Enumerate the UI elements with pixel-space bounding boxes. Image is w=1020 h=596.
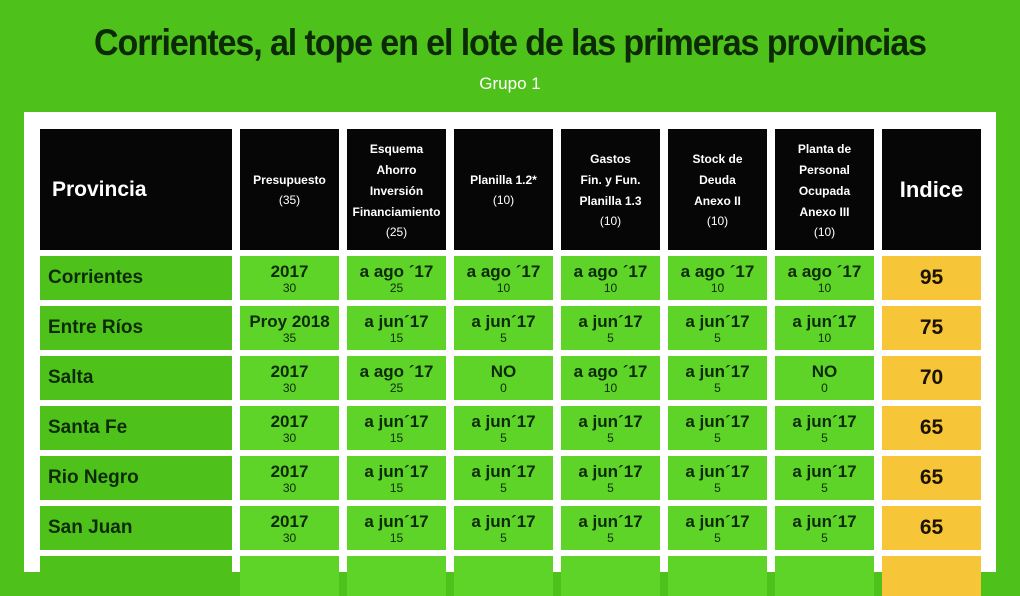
table-cell: a jun´17 5 <box>668 356 767 400</box>
table-cell: a jun´17 5 <box>775 506 874 550</box>
index-value: 65 <box>882 406 981 450</box>
table-cell: a jun´17 5 <box>454 506 553 550</box>
row-provincia-name: Santa Fe <box>40 406 232 450</box>
table-cell: a jun´17 15 <box>347 506 446 550</box>
table-cell: a ago ´17 10 <box>454 256 553 300</box>
table-cell-partial <box>561 556 660 596</box>
table-cell: a ago ´17 10 <box>775 256 874 300</box>
table-cell: a jun´17 5 <box>668 406 767 450</box>
table-cell: 2017 30 <box>240 456 339 500</box>
table-cell: a ago ´17 25 <box>347 256 446 300</box>
table-cell-partial <box>668 556 767 596</box>
table-cell: a jun´17 5 <box>775 456 874 500</box>
table-cell: a jun´17 15 <box>347 306 446 350</box>
table-cell: 2017 30 <box>240 256 339 300</box>
table-cell-partial <box>347 556 446 596</box>
table-cell: a jun´17 15 <box>347 456 446 500</box>
table-cell: a jun´17 5 <box>668 456 767 500</box>
table-row-partial <box>40 556 232 596</box>
index-cell-partial <box>882 556 981 596</box>
index-value: 65 <box>882 456 981 500</box>
table-cell-partial <box>454 556 553 596</box>
provinces-table: Provincia Presupuesto (35) Esquema Ahorro… <box>40 129 981 596</box>
row-provincia-name: Entre Ríos <box>40 306 232 350</box>
table-cell: a ago ´17 10 <box>668 256 767 300</box>
index-value: 95 <box>882 256 981 300</box>
table-cell: 2017 30 <box>240 356 339 400</box>
page-title: Corrientes, al tope en el lote de las pr… <box>94 22 927 63</box>
table-cell: a jun´17 5 <box>454 406 553 450</box>
table-cell: NO 0 <box>775 356 874 400</box>
header-gastos: Gastos Fin. y Fun. Planilla 1.3 (10) <box>561 129 660 250</box>
header-provincia: Provincia <box>40 129 232 250</box>
table-cell: a jun´17 5 <box>561 506 660 550</box>
page-subtitle: Grupo 1 <box>479 74 541 93</box>
table-cell: a jun´17 5 <box>454 456 553 500</box>
table-cell: a jun´17 5 <box>668 506 767 550</box>
header-presupuesto: Presupuesto (35) <box>240 129 339 250</box>
row-provincia-name: Corrientes <box>40 256 232 300</box>
table-cell: a jun´17 5 <box>561 456 660 500</box>
table-cell-partial <box>240 556 339 596</box>
table-cell: 2017 30 <box>240 506 339 550</box>
row-provincia-name: Salta <box>40 356 232 400</box>
index-value: 75 <box>882 306 981 350</box>
header-planta-personal: Planta de Personal Ocupada Anexo III (10) <box>775 129 874 250</box>
header-esquema: Esquema Ahorro Inversión Financiamiento(… <box>347 129 446 250</box>
table-cell: a jun´17 5 <box>668 306 767 350</box>
table-cell: a ago ´17 10 <box>561 256 660 300</box>
table-cell: a jun´17 10 <box>775 306 874 350</box>
table-cell: a jun´17 15 <box>347 406 446 450</box>
table-cell: Proy 2018 35 <box>240 306 339 350</box>
table-cell: a jun´17 5 <box>775 406 874 450</box>
table-cell-partial <box>775 556 874 596</box>
table-cell: a jun´17 5 <box>454 306 553 350</box>
header-planilla-12: Planilla 1.2* (10) <box>454 129 553 250</box>
row-provincia-name: Rio Negro <box>40 456 232 500</box>
table-cell: NO 0 <box>454 356 553 400</box>
table-cell: a jun´17 5 <box>561 306 660 350</box>
table-cell: a jun´17 5 <box>561 406 660 450</box>
header-stock-deuda: Stock de Deuda Anexo II (10) <box>668 129 767 250</box>
index-value: 65 <box>882 506 981 550</box>
index-value: 70 <box>882 356 981 400</box>
table-cell: a ago ´17 10 <box>561 356 660 400</box>
row-provincia-name: San Juan <box>40 506 232 550</box>
table-cell: 2017 30 <box>240 406 339 450</box>
header-indice: Indice <box>882 129 981 250</box>
table-cell: a ago ´17 25 <box>347 356 446 400</box>
